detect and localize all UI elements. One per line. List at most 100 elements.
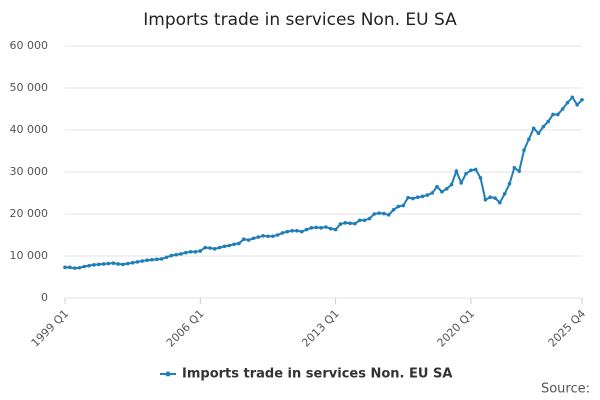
point <box>101 262 106 266</box>
point <box>488 195 492 199</box>
x-tick-label: 2020 Q1 <box>435 307 478 350</box>
chart-title: Imports trade in services Non. EU SA <box>143 10 457 30</box>
point <box>275 233 280 237</box>
point <box>203 245 207 250</box>
point <box>155 257 159 262</box>
point <box>343 221 348 225</box>
point <box>227 243 232 248</box>
point <box>406 195 410 200</box>
point <box>527 137 531 142</box>
point <box>565 100 570 105</box>
point <box>92 263 96 267</box>
point <box>483 197 488 202</box>
point <box>183 250 188 255</box>
point <box>232 242 236 247</box>
source: Source: <box>541 382 590 397</box>
y-tick-label: 40 000 <box>10 123 49 136</box>
point <box>208 246 212 250</box>
point <box>212 247 217 251</box>
point <box>469 168 473 173</box>
point <box>72 266 77 270</box>
point <box>97 262 101 267</box>
point <box>386 213 391 217</box>
point <box>266 234 270 239</box>
point <box>87 263 91 268</box>
x-tick-label: 2006 Q1 <box>164 307 207 350</box>
point <box>449 182 454 187</box>
point <box>353 221 357 226</box>
point <box>357 218 362 223</box>
point <box>338 222 343 226</box>
point <box>435 184 439 189</box>
point <box>304 227 309 232</box>
point <box>372 212 377 216</box>
point <box>377 211 381 215</box>
point <box>111 261 116 265</box>
point <box>314 225 319 230</box>
point <box>522 148 526 152</box>
point <box>261 234 265 238</box>
point <box>396 204 401 209</box>
point <box>309 226 314 230</box>
point <box>222 244 227 249</box>
point <box>464 171 468 176</box>
point <box>174 252 178 257</box>
point <box>382 211 386 216</box>
point <box>478 176 483 180</box>
point <box>285 229 290 234</box>
point <box>169 253 174 258</box>
point <box>348 221 352 226</box>
point <box>575 103 579 107</box>
point <box>512 166 517 170</box>
point <box>328 226 333 231</box>
point <box>145 258 149 263</box>
point <box>237 241 241 246</box>
point <box>401 203 406 208</box>
point <box>531 126 536 131</box>
point <box>63 265 67 270</box>
point <box>193 250 198 254</box>
point <box>140 259 145 263</box>
point <box>77 265 82 270</box>
point <box>159 257 164 261</box>
point <box>106 261 111 266</box>
point <box>270 234 275 239</box>
point <box>411 196 415 201</box>
point <box>299 229 304 234</box>
point <box>570 95 575 100</box>
point <box>68 265 72 270</box>
point <box>290 229 294 233</box>
point <box>507 181 512 186</box>
point <box>498 200 502 205</box>
point <box>246 238 251 242</box>
point <box>536 131 541 136</box>
point <box>319 226 323 230</box>
y-tick-label: 50 000 <box>10 81 49 94</box>
point <box>560 107 565 111</box>
point <box>130 260 135 265</box>
point <box>362 218 367 223</box>
point <box>580 97 584 102</box>
point <box>367 216 372 221</box>
point <box>415 195 420 199</box>
point <box>116 262 120 266</box>
line <box>65 95 583 270</box>
x-tick-label: 2025 Q4 <box>546 307 589 350</box>
point <box>440 189 444 194</box>
y-tick-label: 0 <box>41 291 48 304</box>
point <box>420 194 425 199</box>
grid <box>65 45 582 299</box>
y-tick-label: 20 000 <box>10 207 49 220</box>
point <box>546 119 550 124</box>
point <box>517 169 521 173</box>
x-tick-label: 1999 Q1 <box>29 307 72 350</box>
point <box>541 124 546 129</box>
point <box>188 250 193 254</box>
point <box>256 235 261 239</box>
point <box>430 191 435 195</box>
point <box>126 261 130 266</box>
point <box>454 169 459 173</box>
point <box>150 257 154 262</box>
point <box>551 112 555 117</box>
